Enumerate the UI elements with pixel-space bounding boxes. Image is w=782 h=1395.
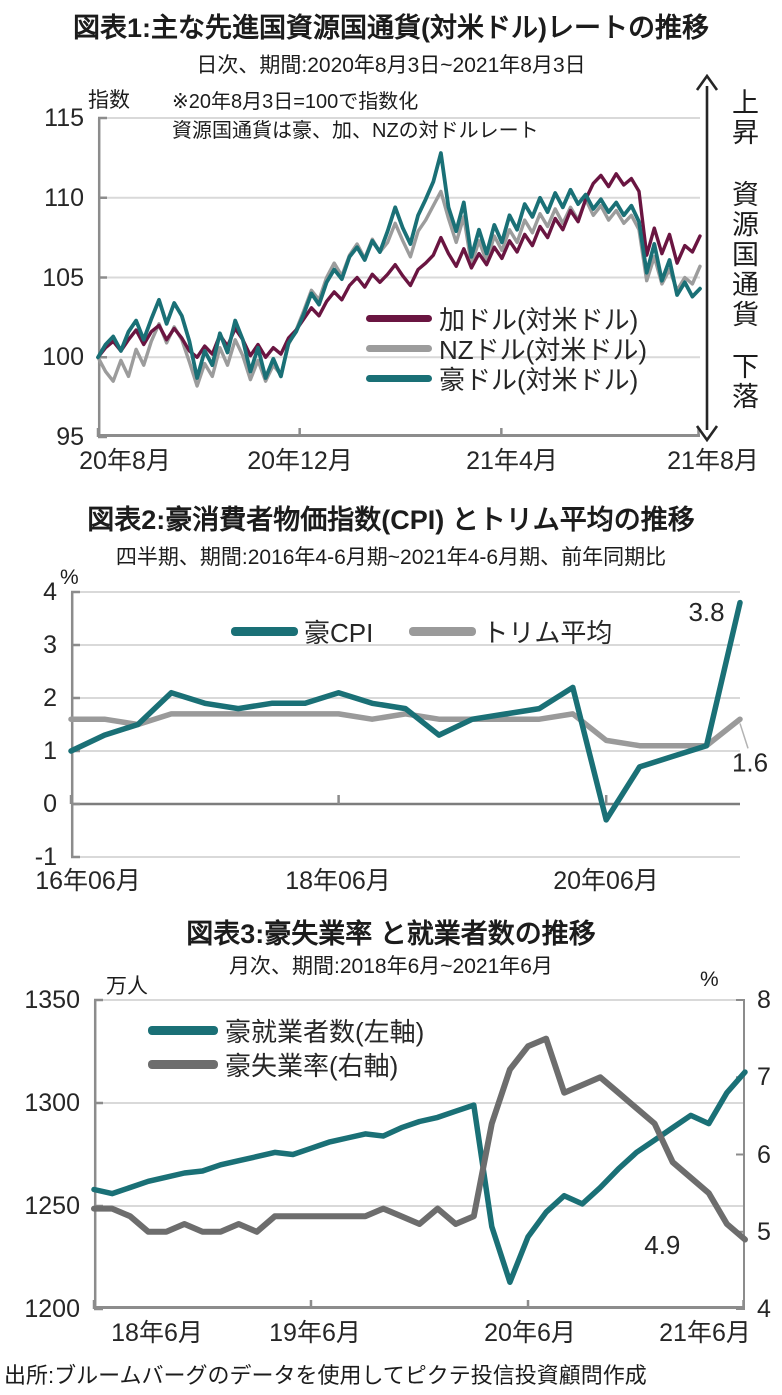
data-label-annotation: 1.6 — [732, 748, 768, 778]
chart1-title: 図表1:主な先進国資源国通貨(対米ドル)レートの推移 — [73, 13, 709, 43]
axis-label: 21年8月 — [667, 447, 759, 475]
cpi-legend-label: 豪CPI — [304, 618, 374, 648]
legend-item-aud: 豪ドル(対米ドル) — [366, 363, 647, 395]
data-label-annotation: 4.9 — [644, 1230, 680, 1260]
axis-label: 0 — [43, 790, 57, 818]
nzd-legend-label: NZドル(対米ドル) — [439, 334, 647, 365]
trim-legend-label: トリム平均 — [482, 618, 613, 648]
axis-label: 5 — [757, 1217, 771, 1246]
axis-label: 18年6月 — [111, 1319, 203, 1347]
chart2-unit-label: % — [60, 566, 79, 589]
chart3-legend: 豪就業者数(左軸) 豪失業率(右軸) — [148, 1013, 424, 1081]
trim-line-swatch — [409, 627, 477, 636]
chart1-note-1: ※20年8月3日=100で指数化 — [172, 91, 419, 113]
axis-label: 110 — [44, 183, 84, 212]
chart3-right-unit-label: % — [700, 968, 719, 991]
axis-label: 4 — [43, 578, 57, 606]
axis-label: 16年06月 — [35, 867, 141, 895]
axis-label: 2 — [43, 684, 57, 712]
data-label-annotation: 3.8 — [688, 597, 724, 627]
axis-label: 1250 — [24, 1192, 80, 1220]
axis-label: 105 — [42, 263, 84, 292]
axis-label: 115 — [44, 104, 84, 132]
employment-legend-label: 豪就業者数(左軸) — [225, 1016, 425, 1047]
chart1-side-up-label: 上昇 — [728, 88, 758, 148]
chart3-subtitle: 月次、期間:2018年6月~2021年6月 — [229, 955, 553, 978]
source-note: 出所:ブルームバーグのデータを使用してピクテ投信投資顧問作成 — [4, 1363, 647, 1388]
unemployment-line-swatch — [148, 1059, 218, 1069]
legend-item-unemployment: 豪失業率(右軸) — [148, 1047, 424, 1081]
legend-item-cad: 加ドル(対米ドル) — [366, 303, 647, 335]
chart1-subtitle: 日次、期間:2020年8月3日~2021年8月3日 — [196, 54, 586, 77]
axis-label: -1 — [34, 843, 57, 871]
legend-item-nzd: NZドル(対米ドル) — [366, 333, 647, 365]
up-down-arrow-icon — [695, 74, 719, 442]
cad-legend-label: 加ドル(対米ドル) — [439, 304, 639, 335]
chart2-legend: 豪CPI トリム平均 — [231, 613, 612, 650]
chart1-note-2: 資源国通貨は豪、加、NZの対ドルレート — [172, 120, 539, 142]
axis-label: 6 — [757, 1140, 771, 1169]
axis-label: 1 — [43, 737, 57, 765]
aud-legend-label: 豪ドル(対米ドル) — [439, 364, 639, 395]
aud-line-swatch — [366, 374, 432, 382]
axis-label: 8 — [757, 986, 771, 1014]
axis-label: 21年6月 — [659, 1319, 751, 1347]
chart1-plot-area — [96, 116, 702, 439]
axis-label: 20年8月 — [79, 447, 171, 475]
axis-label: 100 — [42, 343, 84, 372]
unemployment-legend-label: 豪失業率(右軸) — [225, 1050, 399, 1081]
employment-line-swatch — [148, 1025, 218, 1035]
chart3-left-unit-label: 万人 — [106, 975, 148, 998]
axis-label: 21年4月 — [466, 447, 558, 475]
axis-label: 20年06月 — [553, 867, 659, 895]
axis-label: 18年06月 — [285, 867, 391, 895]
legend-item-employment: 豪就業者数(左軸) — [148, 1013, 424, 1047]
axis-label: 95 — [56, 423, 84, 451]
axis-label: 1300 — [24, 1089, 80, 1117]
axis-label: 3 — [43, 631, 57, 659]
chart2-subtitle: 四半期、期間:2016年4-6月期~2021年4-6月期、前年同期比 — [115, 546, 667, 569]
chart3-title: 図表3:豪失業率 と就業者数の推移 — [186, 919, 596, 949]
axis-label: 7 — [757, 1063, 771, 1092]
chart1-legend: 加ドル(対米ドル) NZドル(対米ドル) 豪ドル(対米ドル) — [366, 303, 647, 395]
axis-label: 19年6月 — [269, 1319, 361, 1347]
chart2-title: 図表2:豪消費者物価指数(CPI) とトリム平均の推移 — [87, 505, 695, 535]
chart3-plot-area: 4.9 — [91, 998, 748, 1311]
chart1-unit-label: 指数 — [88, 89, 130, 112]
axis-label: 4 — [757, 1295, 771, 1323]
axis-label: 1200 — [24, 1295, 80, 1323]
chart2-plot-area: 3.8 1.6 — [68, 590, 768, 859]
axis-label: 20年6月 — [484, 1319, 576, 1347]
chart1-side-down-label: 下落 — [728, 352, 758, 412]
chart1-side-center-label: 資源国通貨 — [728, 180, 758, 330]
cad-line-swatch — [366, 314, 432, 322]
nzd-line-swatch — [366, 344, 432, 352]
axis-label: 20年12月 — [247, 447, 353, 475]
cpi-line-swatch — [231, 627, 298, 636]
axis-label: 1350 — [24, 986, 80, 1014]
